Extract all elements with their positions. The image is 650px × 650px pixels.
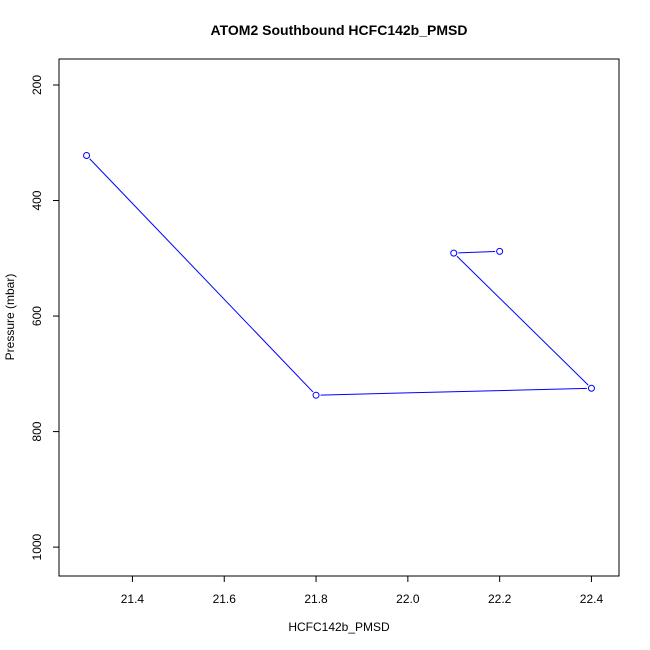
series-line-segment	[458, 251, 496, 254]
data-point	[312, 391, 320, 399]
data-point	[496, 247, 504, 255]
y-tick-label: 1000	[30, 533, 44, 560]
series-line-segment	[320, 387, 587, 396]
y-axis-title: Pressure (mbar)	[3, 274, 17, 361]
y-tick-label: 800	[30, 421, 44, 441]
y-axis: 200 400 600 800 1000	[30, 75, 60, 560]
x-tick-label: 21.4	[121, 592, 145, 606]
data-point	[587, 384, 595, 392]
x-axis-title: HCFC142b_PMSD	[288, 620, 390, 634]
data-point	[83, 151, 91, 159]
plot-frame	[58, 58, 620, 577]
series-layer	[83, 151, 595, 399]
y-tick-label: 400	[30, 190, 44, 210]
series-line-segment	[456, 255, 589, 386]
y-tick-label: 200	[30, 75, 44, 95]
x-tick-label: 21.8	[304, 592, 328, 606]
data-point	[450, 249, 458, 257]
y-tick-label: 600	[30, 306, 44, 326]
x-tick-label: 22.0	[396, 592, 420, 606]
chart-title: ATOM2 Southbound HCFC142b_PMSD	[211, 22, 468, 38]
series-line-segment	[89, 158, 314, 393]
x-tick-label: 21.6	[213, 592, 237, 606]
x-axis: 21.4 21.6 21.8 22.0 22.2 22.4	[121, 575, 604, 606]
x-tick-label: 22.2	[488, 592, 512, 606]
x-tick-label: 22.4	[580, 592, 604, 606]
